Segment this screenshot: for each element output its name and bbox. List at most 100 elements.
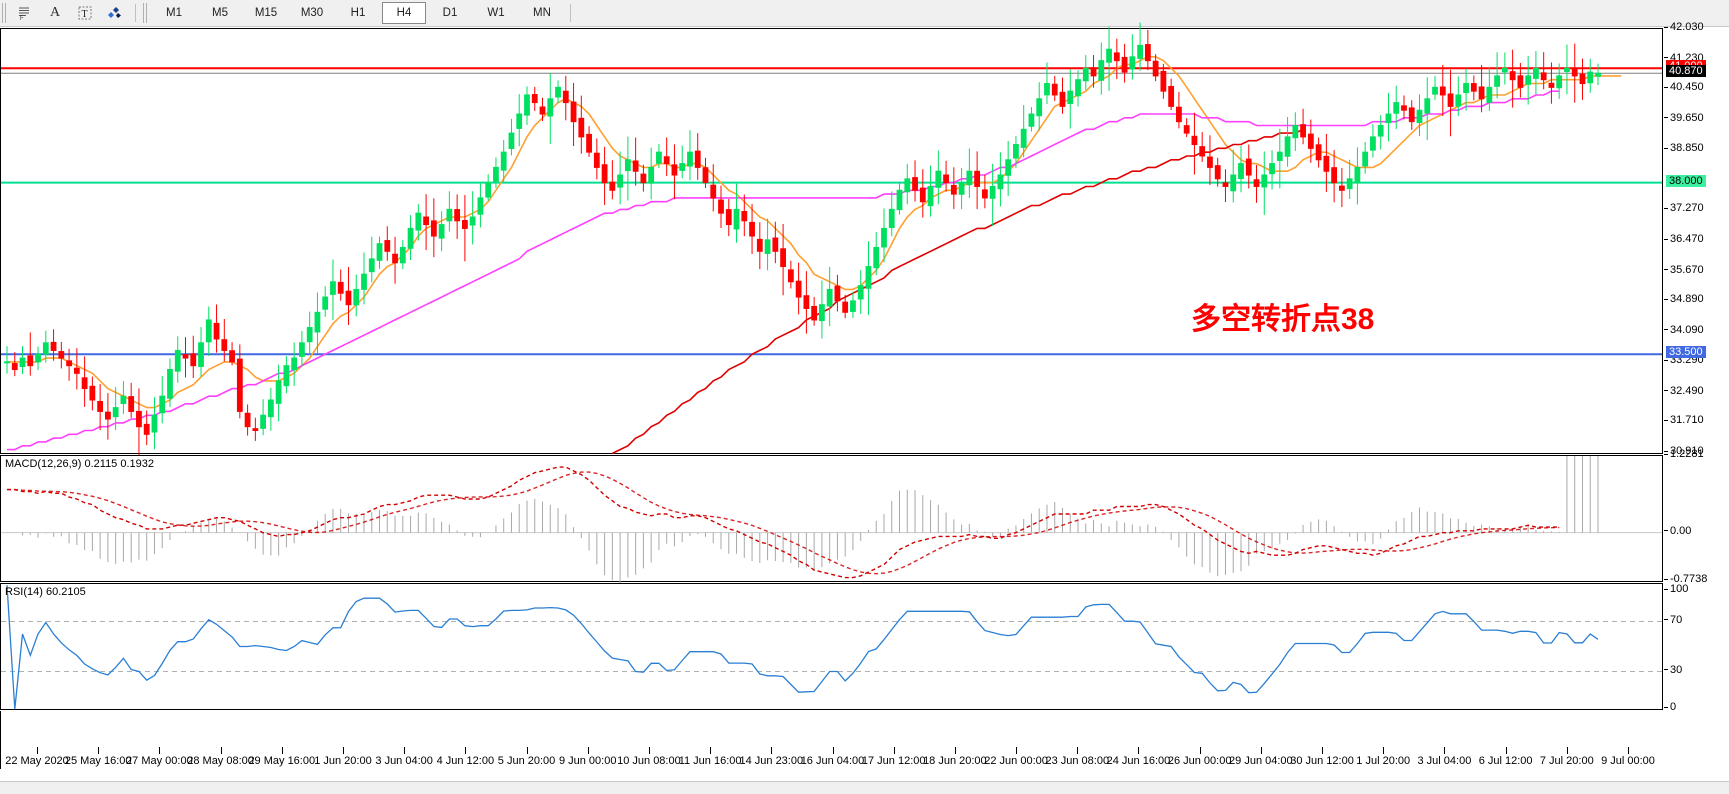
candle-body — [958, 182, 965, 195]
toolbar-separator-2 — [570, 4, 571, 22]
candle-body — [11, 363, 18, 370]
candle-body — [1253, 179, 1260, 187]
price-axis-scale[interactable] — [1663, 28, 1729, 454]
candle-body — [1307, 133, 1314, 149]
candle-body — [392, 253, 398, 264]
macd-label: MACD(12,26,9) 0.2115 0.1932 — [5, 458, 154, 470]
time-axis-label: 14 Jun 23:00 — [739, 755, 804, 767]
svg-text:F: F — [20, 16, 24, 21]
candle-body — [1432, 86, 1438, 95]
candle-body — [919, 187, 926, 203]
timeframe-mn[interactable]: MN — [533, 7, 551, 19]
candle-body — [624, 159, 631, 172]
candle-body — [477, 197, 484, 215]
candle-body — [58, 351, 65, 359]
candle-body — [842, 301, 849, 313]
candle-body — [943, 174, 949, 184]
candle-body — [888, 208, 895, 229]
price-chart-pane[interactable]: 多空转折点38 — [0, 22, 1663, 456]
price-tick: 40.450 — [1664, 81, 1704, 93]
time-axis-label: 18 Jun 20:00 — [923, 755, 987, 767]
macd-pane[interactable]: MACD(12,26,9) 0.2115 0.1932 — [0, 455, 1663, 584]
candle-body — [1067, 90, 1074, 104]
price-level-label-33.500[interactable]: 33.500 — [1666, 346, 1706, 359]
text-label-icon[interactable]: T — [71, 1, 99, 25]
candle-body — [617, 174, 624, 188]
candle-body — [516, 113, 523, 129]
macd-axis-scale[interactable] — [1663, 455, 1729, 582]
candle-body — [438, 224, 445, 239]
price-level-label-38.000[interactable]: 38.000 — [1666, 174, 1706, 187]
timeframe-grip[interactable] — [143, 3, 149, 23]
candle-body — [306, 327, 313, 343]
timeframe-h1[interactable]: H1 — [350, 7, 366, 19]
candle-body — [989, 185, 996, 199]
candle-body — [1595, 72, 1601, 77]
time-tick — [648, 747, 650, 754]
candle-body — [1238, 163, 1244, 180]
timeframe-m5[interactable]: M5 — [212, 7, 228, 19]
candle-body — [725, 209, 732, 226]
candle-body — [1424, 98, 1431, 114]
timeframe-d1[interactable]: D1 — [442, 7, 458, 19]
candle-body — [1051, 83, 1058, 96]
price-level-label-40.870[interactable]: 40.870 — [1666, 65, 1706, 78]
time-axis[interactable]: 22 May 2020 25 May 16:00 27 May 00:00 28 Ma… — [0, 711, 1663, 769]
candle-body — [749, 221, 755, 237]
candle-body — [361, 273, 367, 290]
candle-body — [826, 288, 833, 307]
time-axis-label: 29 Jun 04:00 — [1229, 755, 1293, 767]
candle-body — [1540, 72, 1547, 81]
rsi-pane[interactable]: RSI(14) 60.2105 — [0, 583, 1663, 710]
candle-body — [27, 355, 34, 367]
candle-body — [376, 243, 383, 261]
price-tick: 35.670 — [1664, 264, 1704, 276]
candle-body — [850, 300, 856, 312]
time-tick — [1383, 747, 1385, 754]
candle-body — [756, 238, 763, 252]
timeframe-m15[interactable]: M15 — [254, 7, 278, 19]
candle-body — [4, 361, 10, 364]
candle-body — [1587, 71, 1594, 84]
candle-body — [927, 185, 934, 207]
text-a-icon[interactable]: A — [49, 5, 61, 20]
timeframe-m1[interactable]: M1 — [166, 7, 182, 19]
candle-body — [19, 357, 26, 368]
timeframe-m30[interactable]: M30 — [300, 7, 324, 19]
time-axis-label: 28 May 08:00 — [187, 755, 254, 767]
candle-body — [1401, 105, 1407, 111]
rsi-tick: 70 — [1664, 614, 1682, 626]
candle-body — [1501, 67, 1508, 73]
candle-body — [275, 380, 282, 404]
shapes-icon[interactable] — [101, 1, 129, 25]
macd-canvas — [1, 456, 1662, 584]
time-axis-label: 9 Jun 00:00 — [558, 755, 617, 767]
candle-body — [337, 281, 344, 294]
candle-body — [314, 311, 321, 333]
candle-body — [1207, 156, 1213, 168]
toolbar-grip[interactable] — [2, 3, 8, 23]
time-tick — [1628, 747, 1629, 754]
time-tick — [220, 747, 222, 754]
time-tick — [1016, 747, 1018, 754]
crosshair-f-icon[interactable]: F — [11, 1, 39, 25]
candle-body — [1525, 75, 1532, 85]
time-axis-label: 23 Jun 08:00 — [1045, 755, 1110, 767]
timeframe-h4[interactable]: H4 — [382, 2, 426, 24]
candle-body — [1323, 155, 1330, 172]
timeframe-w1[interactable]: W1 — [487, 7, 505, 19]
candle-body — [772, 237, 779, 252]
candle-body — [244, 412, 251, 428]
candle-body — [1137, 44, 1143, 59]
time-tick — [710, 747, 712, 754]
candle-body — [873, 246, 880, 269]
time-tick — [404, 747, 406, 754]
time-tick — [832, 747, 834, 754]
rsi-axis-scale[interactable] — [1663, 583, 1729, 710]
time-axis-label: 29 May 16:00 — [248, 755, 316, 767]
candle-body — [353, 288, 360, 306]
candle-body — [1176, 106, 1182, 123]
time-axis-label: 16 Jun 04:00 — [800, 755, 865, 767]
candle-body — [524, 94, 530, 116]
candle-body — [834, 285, 841, 302]
